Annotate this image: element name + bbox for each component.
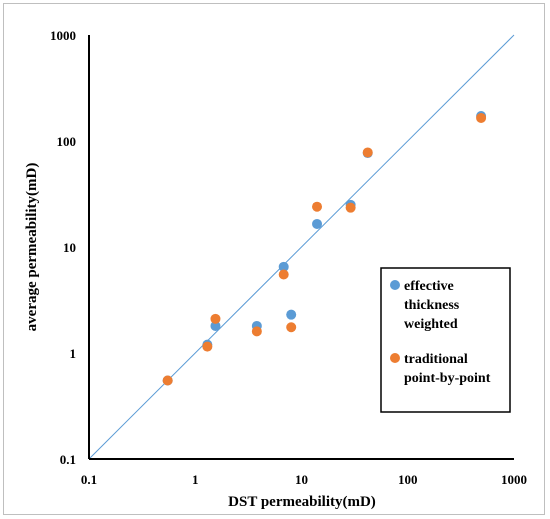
data-point xyxy=(345,202,356,213)
axes-layer xyxy=(88,35,514,460)
reference-line-layer xyxy=(88,34,515,460)
y-tick-label: 1 xyxy=(70,346,77,361)
points-layer xyxy=(162,111,487,386)
x-axis-title: DST permeability(mD) xyxy=(228,494,376,510)
x-tick-label: 100 xyxy=(398,472,418,487)
chart-frame xyxy=(3,3,545,515)
data-point xyxy=(251,326,262,337)
data-point xyxy=(362,147,373,158)
data-point xyxy=(210,313,221,324)
y-tick-label: 10 xyxy=(63,240,76,255)
legend-box xyxy=(380,267,511,413)
x-tick-label: 0.1 xyxy=(81,472,97,487)
legend: effective thickness weighted traditional poi… xyxy=(380,267,511,413)
x-tick-label: 1 xyxy=(192,472,199,487)
y-tick-label: 0.1 xyxy=(60,452,76,467)
reference-line-y-equals-x xyxy=(88,34,515,460)
data-point xyxy=(162,375,173,386)
y-axis-title: average permeability(mD) xyxy=(24,163,40,332)
tick-labels-layer: 0.1 1 10 100 1000 0.1 1 10 100 1000 xyxy=(50,28,527,487)
data-point xyxy=(210,320,221,331)
data-point xyxy=(202,341,213,352)
data-point xyxy=(312,218,323,229)
data-point xyxy=(312,201,323,212)
legend-entry-label: thickness xyxy=(404,298,460,313)
legend-entry-label: traditional xyxy=(404,352,468,367)
y-tick-label: 1000 xyxy=(50,28,76,43)
data-point xyxy=(286,309,297,320)
legend-marker xyxy=(390,280,400,290)
legend-entry-label: weighted xyxy=(404,317,458,332)
data-point xyxy=(278,269,289,280)
x-tick-label: 1000 xyxy=(501,472,527,487)
data-point xyxy=(476,112,487,123)
legend-entry-label: effective xyxy=(404,279,454,294)
legend-marker xyxy=(390,353,400,363)
data-point xyxy=(286,322,297,333)
legend-entry-label: point-by-point xyxy=(404,371,491,386)
x-tick-label: 10 xyxy=(295,472,308,487)
y-tick-label: 100 xyxy=(57,134,77,149)
series-2 xyxy=(162,112,487,386)
data-point xyxy=(278,261,289,272)
